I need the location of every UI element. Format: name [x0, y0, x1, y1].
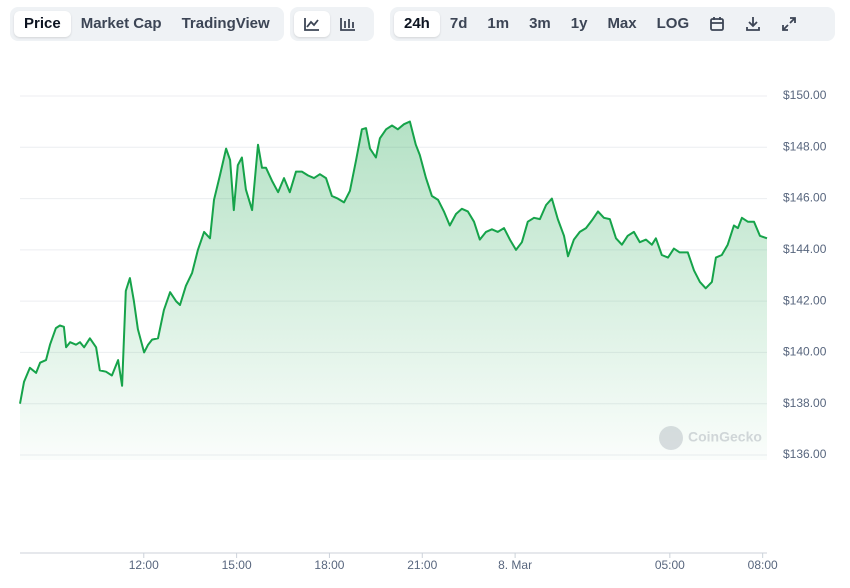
y-tick-label: $140.00 [783, 345, 827, 359]
x-tick-label: 05:00 [655, 558, 685, 572]
range-max[interactable]: Max [607, 15, 637, 32]
download-icon [746, 17, 761, 31]
range-tabs: 24h 7d 1m 3m 1y Max LOG [390, 7, 835, 41]
x-tick-label: 21:00 [407, 558, 437, 572]
y-tick-label: $138.00 [783, 396, 827, 410]
y-tick-label: $136.00 [783, 447, 827, 461]
chart-style-tabs [290, 7, 374, 41]
x-tick-label: 15:00 [222, 558, 252, 572]
price-area [20, 121, 767, 460]
price-line [19, 120, 768, 404]
expand-icon [782, 17, 797, 31]
view-tabs: Price Market Cap TradingView [10, 7, 284, 41]
watermark: CoinGecko [659, 426, 762, 450]
x-tick-label: 8. Mar [498, 558, 532, 572]
x-tick-label: 18:00 [314, 558, 344, 572]
y-tick-label: $142.00 [783, 293, 827, 307]
x-tick-label: 12:00 [129, 558, 159, 572]
y-tick-label: $148.00 [783, 139, 827, 153]
x-tick-label: 08:00 [748, 558, 778, 572]
calendar-button[interactable] [699, 11, 735, 37]
range-3m[interactable]: 3m [529, 15, 551, 32]
line-icon [304, 18, 319, 31]
watermark-text: CoinGecko [688, 429, 762, 445]
candle-chart-button[interactable] [330, 11, 366, 37]
download-button[interactable] [735, 11, 771, 37]
range-24h[interactable]: 24h [394, 11, 440, 37]
log-toggle[interactable]: LOG [656, 15, 690, 32]
watermark-logo [659, 426, 683, 450]
range-7d[interactable]: 7d [449, 15, 468, 32]
tab-tradingview[interactable]: TradingView [181, 15, 270, 32]
range-1y[interactable]: 1y [570, 15, 588, 32]
line-chart-button[interactable] [294, 11, 330, 37]
range-1m[interactable]: 1m [487, 15, 510, 32]
y-tick-label: $144.00 [783, 242, 827, 256]
y-tick-label: $146.00 [783, 191, 827, 205]
y-tick-label: $150.00 [783, 88, 827, 102]
tab-market-cap[interactable]: Market Cap [80, 15, 162, 32]
candle-icon [340, 18, 355, 31]
calendar-icon [710, 17, 725, 31]
tab-price[interactable]: Price [14, 11, 71, 37]
fullscreen-button[interactable] [771, 11, 807, 37]
